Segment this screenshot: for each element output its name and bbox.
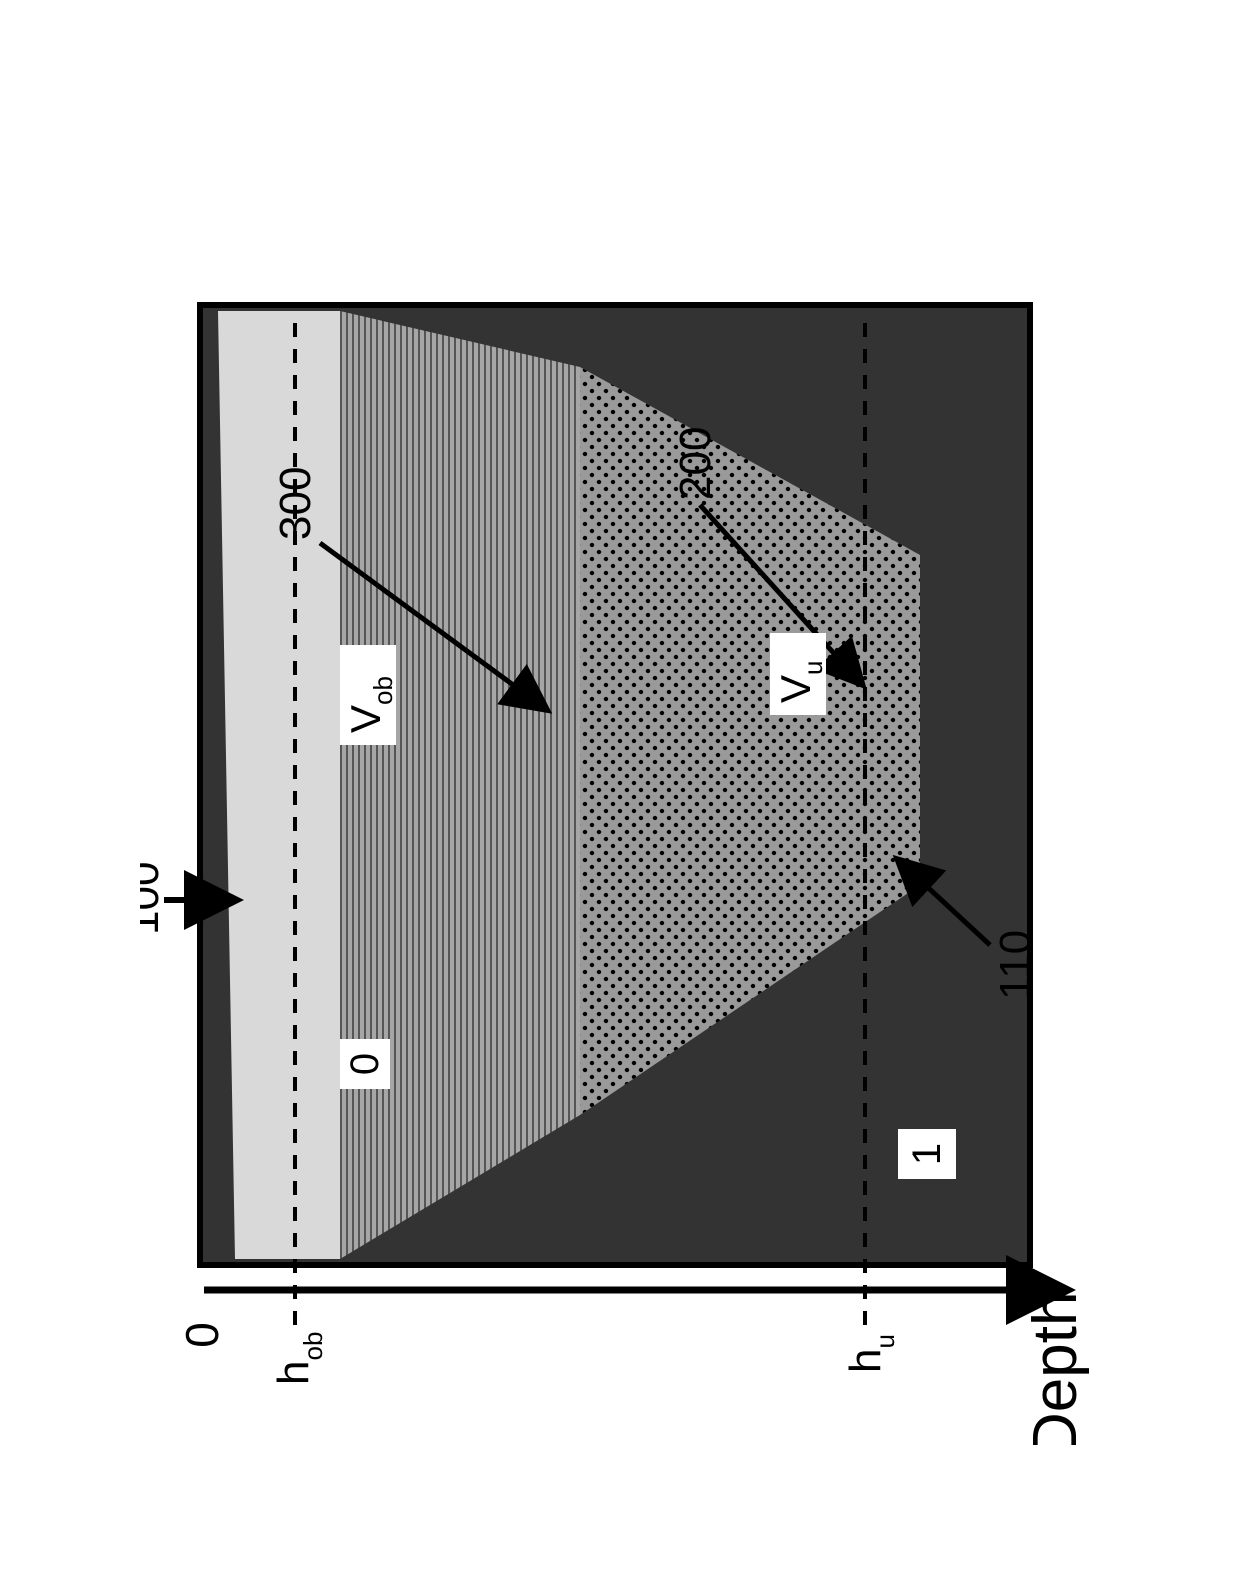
axis-hob-label: hob	[269, 1332, 328, 1385]
surface-layer	[218, 311, 340, 1259]
depth-label: Depth	[1021, 1292, 1090, 1445]
axis-zero-label: 0	[176, 1322, 228, 1348]
callout-300-label: 300	[271, 467, 320, 540]
callout-200-label: 200	[671, 427, 720, 500]
page: 0 hob hu Depth Fig. 1 100 300 200 1	[0, 0, 1240, 1591]
axis-hu-label: hu	[841, 1334, 900, 1373]
inset-1-label: 1	[905, 1143, 949, 1165]
figure-svg: 0 hob hu Depth Fig. 1 100 300 200 1	[140, 145, 1100, 1445]
inset-0-label: 0	[343, 1053, 387, 1075]
callout-110-label: 110	[991, 930, 1040, 1000]
callout-100-label: 100	[140, 862, 168, 935]
mid-layer	[340, 311, 580, 1259]
figure-wrapper: 0 hob hu Depth Fig. 1 100 300 200 1	[140, 145, 1100, 1445]
